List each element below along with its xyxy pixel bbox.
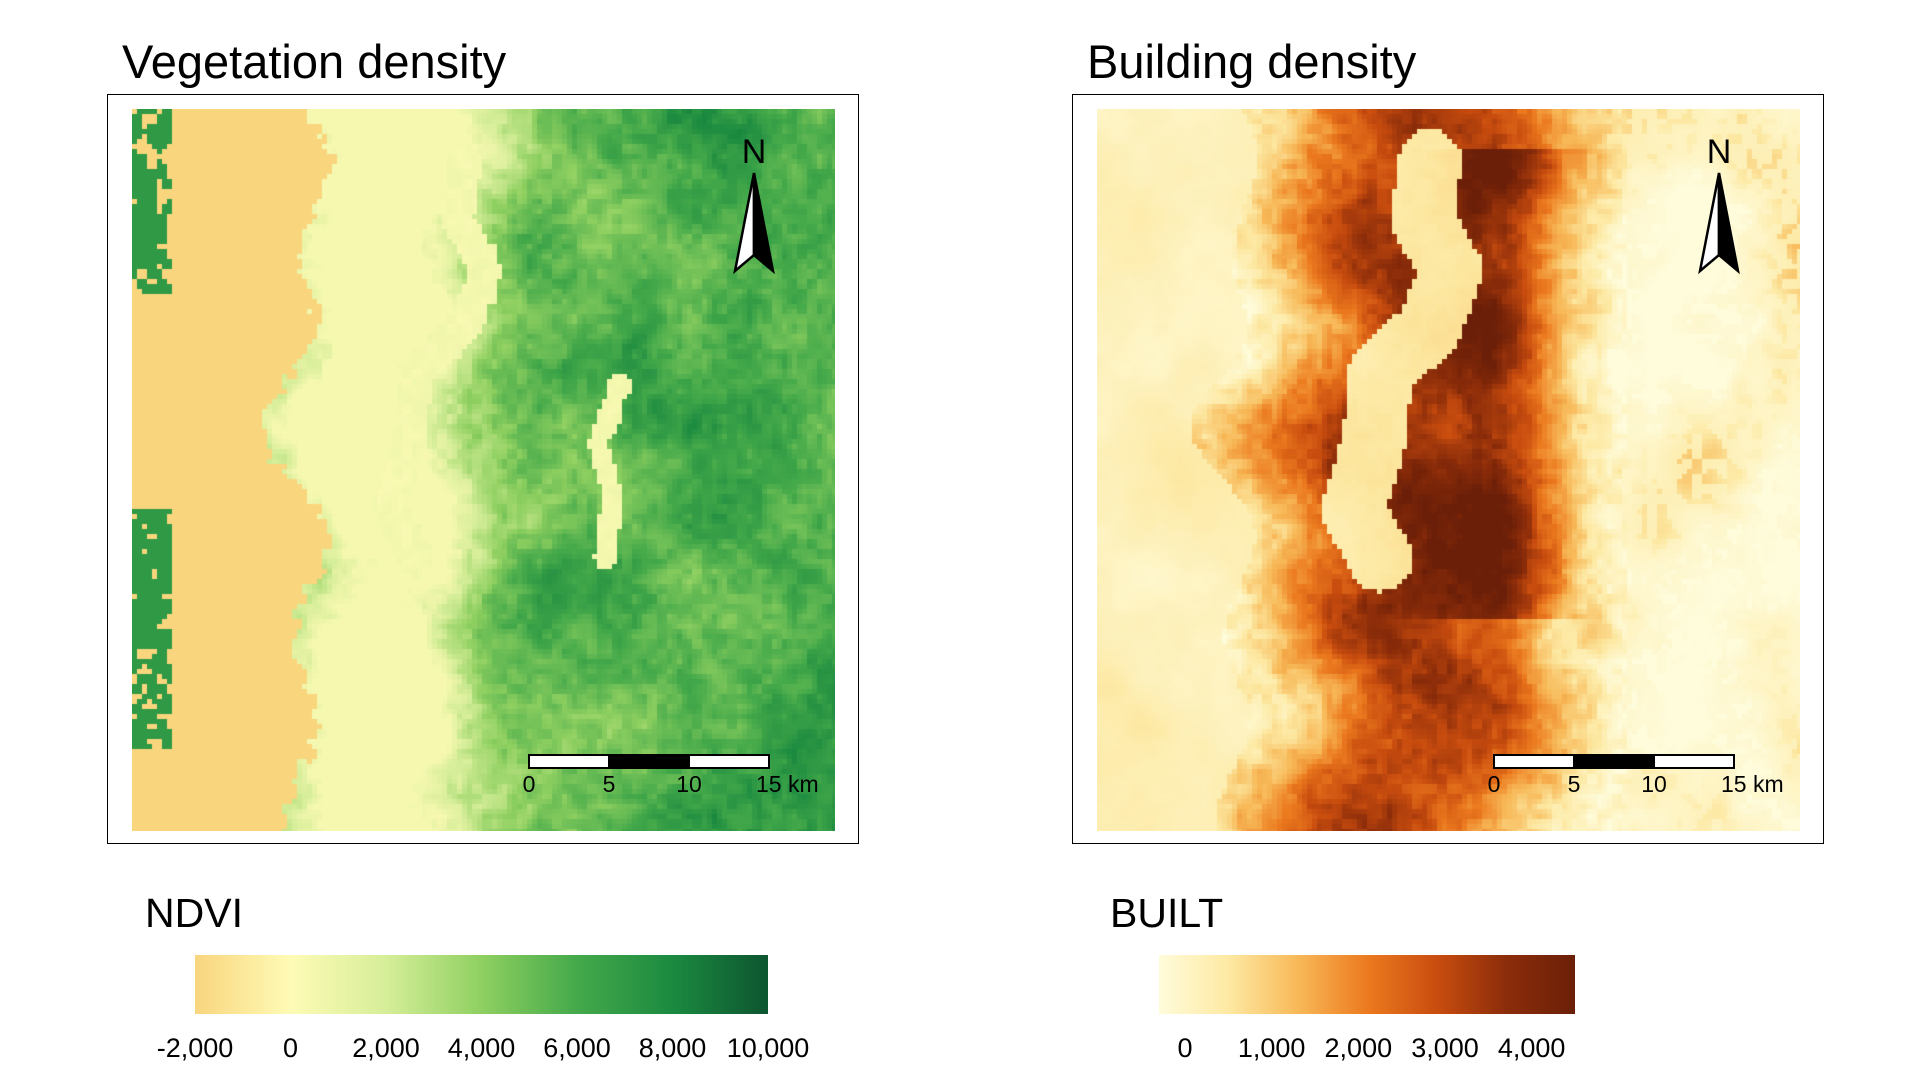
legend-tick-label: 2,000	[1324, 1033, 1393, 1063]
scale-label-0: 0	[523, 771, 536, 797]
ndvi-raster-map[interactable]	[132, 109, 835, 831]
scale-segment-2	[1573, 754, 1655, 769]
scale-label-15km: 15 km	[756, 771, 819, 797]
legend-tick-label: 0	[1177, 1033, 1193, 1063]
scale-bar: 0 5 10 15 km	[523, 754, 819, 797]
scale-segment-2	[608, 754, 690, 769]
scale-label-5: 5	[1568, 771, 1581, 797]
ndvi-legend-title: NDVI	[145, 890, 243, 936]
vegetation-map-frame[interactable]: N 0 5 10 15 km	[107, 94, 859, 844]
building-map-frame[interactable]: N 0 5 10 15 km	[1072, 94, 1824, 844]
scale-label-10: 10	[1641, 771, 1667, 797]
scale-label-15km: 15 km	[1721, 771, 1784, 797]
ndvi-legend-colorbar	[195, 955, 768, 1014]
legend-tick-label: 10,000	[726, 1033, 810, 1063]
scale-segment-1	[528, 754, 610, 769]
built-legend-colorbar	[1159, 955, 1575, 1014]
legend-tick-label: 0	[282, 1033, 299, 1063]
north-arrow-east-half	[752, 172, 775, 275]
scale-bar: 0 5 10 15 km	[1488, 754, 1784, 797]
scale-segment-3	[688, 754, 770, 769]
scale-segment-1	[1493, 754, 1575, 769]
north-arrow: N	[1698, 133, 1740, 275]
building-panel-title: Building density	[1087, 35, 1417, 88]
legend-tick-label: 1,000	[1237, 1033, 1306, 1063]
scale-label-10: 10	[676, 771, 702, 797]
legend-tick-label: 8,000	[638, 1033, 707, 1063]
building-map-overlay: N 0 5 10 15 km	[1488, 133, 1784, 797]
legend-tick-label: 6,000	[543, 1033, 611, 1063]
legend-tick-label: 3,000	[1411, 1033, 1479, 1063]
north-arrow-label: N	[742, 133, 767, 171]
north-arrow-east-half	[1717, 172, 1740, 275]
north-arrow-label: N	[1707, 133, 1732, 171]
legend-tick-label: 4,000	[1497, 1033, 1566, 1063]
legend-tick-label: -2,000	[156, 1033, 234, 1063]
scale-label-5: 5	[603, 771, 616, 797]
legend-tick-label: 4,000	[447, 1033, 516, 1063]
vegetation-map-overlay: N 0 5 10 15 km	[523, 133, 819, 797]
built-legend-title: BUILT	[1110, 890, 1224, 936]
scale-label-0: 0	[1488, 771, 1501, 797]
built-raster-map[interactable]	[1097, 109, 1800, 831]
north-arrow: N	[733, 133, 775, 275]
north-arrow-west-half	[733, 172, 756, 275]
vegetation-panel-title: Vegetation density	[122, 35, 507, 88]
scale-segment-3	[1653, 754, 1735, 769]
legend-tick-label: 2,000	[352, 1033, 420, 1063]
north-arrow-west-half	[1698, 172, 1721, 275]
